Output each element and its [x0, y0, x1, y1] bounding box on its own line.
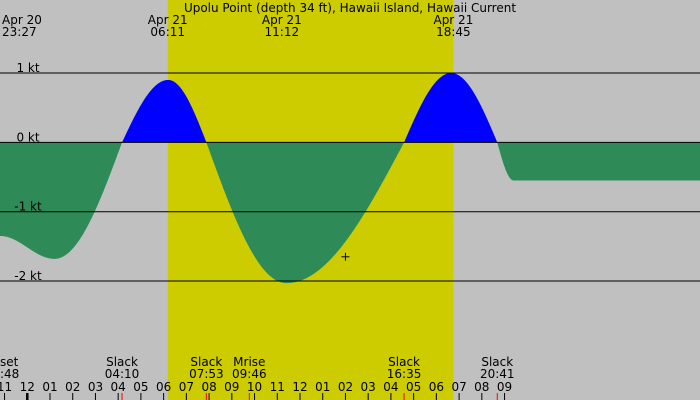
top-date-label: Apr 21 [433, 13, 473, 27]
event-name-label: set [0, 355, 19, 369]
event-time-label: 07:53 [189, 367, 224, 381]
hour-tick-label: 12 [292, 380, 307, 394]
flood-current-area [0, 73, 700, 143]
event-name-label: Slack [388, 355, 420, 369]
y-tick-label: 1 kt [16, 61, 39, 75]
hour-tick-label: 05 [406, 380, 421, 394]
event-time-label: 20:41 [480, 367, 515, 381]
top-time-label: 11:12 [265, 25, 300, 39]
hour-tick-label: 01 [42, 380, 57, 394]
y-tick-label: 0 kt [16, 130, 39, 144]
event-name-label: Slack [106, 355, 138, 369]
hour-tick-label: 08 [474, 380, 489, 394]
hour-tick-label: 06 [156, 380, 171, 394]
hour-tick-label: 07 [451, 380, 466, 394]
hour-tick-label: 03 [361, 380, 376, 394]
event-time-label: 16:35 [387, 367, 422, 381]
hour-tick-label: 01 [315, 380, 330, 394]
event-time-label: 04:10 [105, 367, 140, 381]
hour-tick-label: 08 [201, 380, 216, 394]
event-time-label: :48 [0, 367, 19, 381]
top-time-label: 23:27 [2, 25, 37, 39]
top-date-label: Apr 21 [148, 13, 188, 27]
current-time-marker [341, 252, 350, 261]
event-name-label: Slack [190, 355, 222, 369]
hour-tick-label: 09 [224, 380, 239, 394]
event-time-label: 09:46 [232, 367, 267, 381]
hour-tick-label: 04 [111, 380, 126, 394]
hour-tick-label: 03 [88, 380, 103, 394]
y-gridlines [0, 72, 700, 282]
top-time-label: 06:11 [150, 25, 185, 39]
ebb-current-area [0, 142, 700, 284]
top-date-label: Apr 21 [262, 13, 302, 27]
hour-tick-label: 02 [65, 380, 80, 394]
y-axis-labels: 1 kt 0 kt -1 kt -2 kt [14, 61, 42, 283]
hour-tick-label: 04 [383, 380, 398, 394]
hour-axis: 11 12 01 02 03 04 05 06 07 08 09 10 11 12 01 02 03 04 05 06… [0, 380, 512, 400]
event-name-label: Slack [481, 355, 513, 369]
hour-tick-label: 11 [0, 380, 12, 394]
hour-tick-label: 07 [179, 380, 194, 394]
event-name-label: Mrise [233, 355, 265, 369]
hour-tick-label: 09 [497, 380, 512, 394]
chart-title: Upolu Point (depth 34 ft), Hawaii Island… [184, 1, 516, 15]
hour-tick-label: 10 [247, 380, 262, 394]
top-date-label: Apr 20 [2, 13, 42, 27]
hour-tick-label: 11 [270, 380, 285, 394]
top-time-label: 18:45 [436, 25, 471, 39]
bottom-event-labels: set:48Slack04:10Slack07:53Mrise09:46Slac… [0, 355, 515, 381]
hour-tick-label: 06 [429, 380, 444, 394]
hour-tick-label: 02 [338, 380, 353, 394]
y-tick-label: -1 kt [14, 200, 42, 214]
hour-tick-label: 12 [20, 380, 35, 394]
y-tick-label: -2 kt [14, 269, 42, 283]
hour-tick-label: 05 [133, 380, 148, 394]
